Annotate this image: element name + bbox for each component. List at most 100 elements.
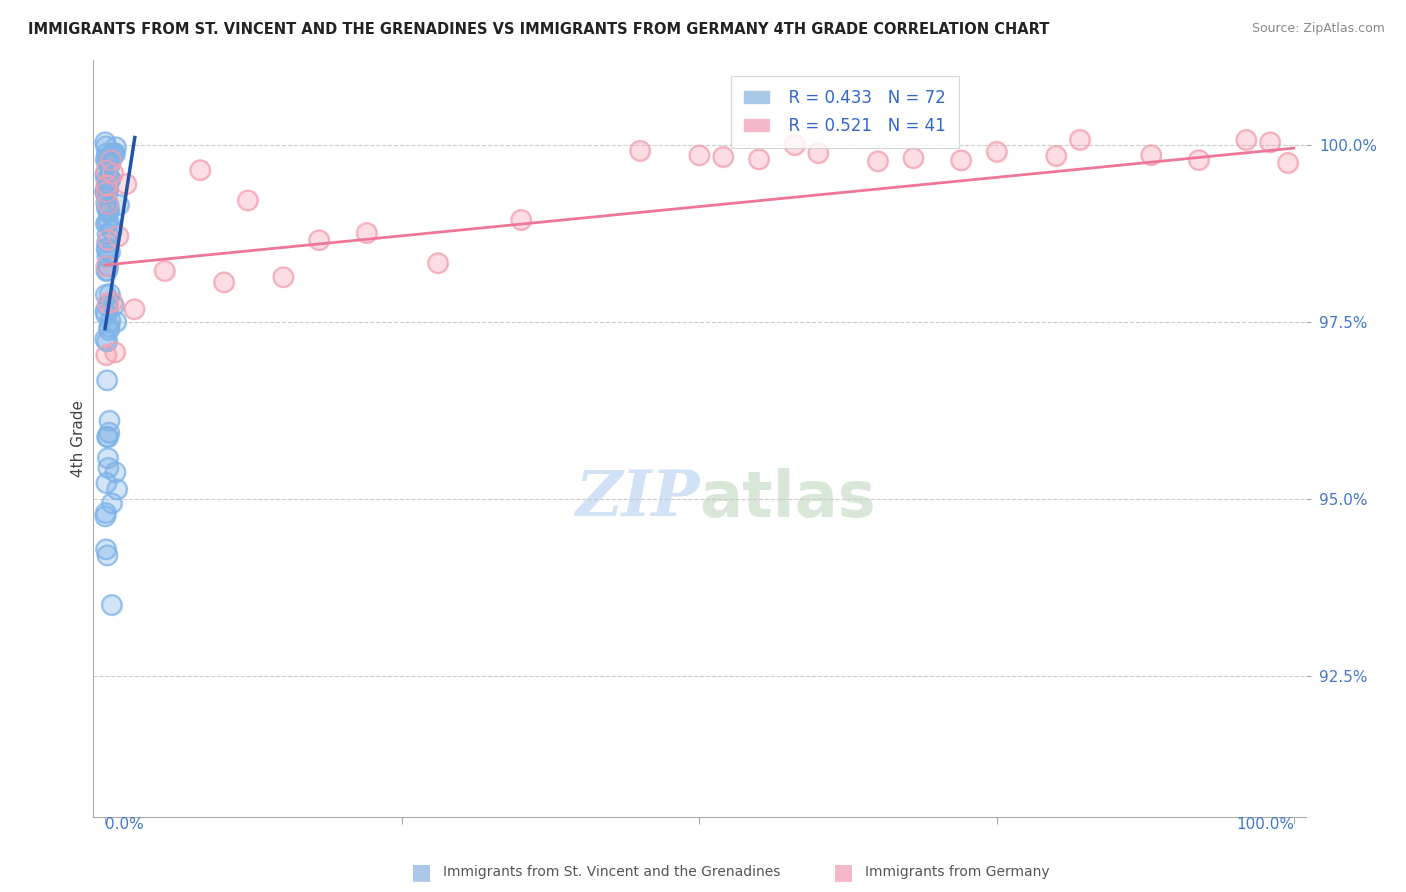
Text: 0.0%: 0.0% <box>105 817 143 832</box>
Point <box>96 146 118 161</box>
Point <box>628 144 651 158</box>
Point <box>115 177 138 191</box>
Point <box>97 460 120 475</box>
Point <box>153 264 176 278</box>
Point <box>949 153 972 168</box>
Point <box>104 140 127 154</box>
Point <box>96 308 118 322</box>
Point <box>96 263 118 277</box>
Point <box>97 233 120 247</box>
Text: Immigrants from St. Vincent and the Grenadines: Immigrants from St. Vincent and the Gren… <box>443 865 780 880</box>
Point <box>94 135 117 149</box>
Point <box>1140 148 1163 162</box>
Point <box>949 153 972 168</box>
Point <box>97 205 120 219</box>
Point <box>94 332 117 346</box>
Point <box>103 299 125 313</box>
Point <box>94 185 117 199</box>
Point <box>96 151 118 165</box>
Point <box>94 186 117 201</box>
Point <box>100 598 122 612</box>
Point <box>98 245 121 260</box>
Point <box>96 163 118 178</box>
Point <box>97 197 120 211</box>
Point <box>98 245 121 260</box>
Point <box>94 217 117 231</box>
Point <box>94 185 117 199</box>
Point <box>96 334 118 349</box>
Point <box>100 223 122 237</box>
Point <box>104 146 127 161</box>
Point <box>1140 148 1163 162</box>
Point <box>1188 153 1211 167</box>
Text: Source: ZipAtlas.com: Source: ZipAtlas.com <box>1251 22 1385 36</box>
Point <box>96 216 118 230</box>
Point <box>96 178 118 193</box>
Point <box>96 250 118 264</box>
Point <box>107 198 129 212</box>
Point <box>97 215 120 229</box>
Point <box>101 166 124 180</box>
Point <box>94 185 117 199</box>
Point <box>104 140 127 154</box>
Point <box>94 153 117 167</box>
Point <box>124 302 146 317</box>
Point <box>807 146 830 161</box>
Point <box>426 256 449 270</box>
Point <box>98 170 121 185</box>
Point <box>94 287 117 301</box>
Point <box>97 323 120 337</box>
Point <box>96 176 118 190</box>
Point <box>96 183 118 197</box>
Point <box>97 296 120 310</box>
Point <box>105 483 128 497</box>
Point <box>103 148 125 162</box>
Point <box>98 202 121 217</box>
Point <box>711 150 734 164</box>
Point <box>97 197 120 211</box>
Point <box>1234 133 1257 147</box>
Point <box>97 450 120 465</box>
Point <box>97 181 120 195</box>
Point <box>308 233 330 247</box>
Point <box>1069 133 1091 147</box>
Point <box>107 198 129 212</box>
Point <box>94 506 117 520</box>
Point <box>94 168 117 182</box>
Point <box>748 153 770 167</box>
Point <box>98 173 121 187</box>
Point <box>98 286 121 301</box>
Point <box>98 157 121 171</box>
Point <box>628 144 651 158</box>
Point <box>97 215 120 229</box>
Point <box>96 156 118 170</box>
Point <box>94 153 117 167</box>
Point <box>96 178 118 193</box>
Point <box>986 145 1008 159</box>
Point <box>94 332 117 346</box>
Point <box>903 151 925 165</box>
Point <box>96 373 118 387</box>
Point <box>97 171 120 186</box>
Point <box>1277 156 1299 170</box>
Point <box>96 235 118 250</box>
Point <box>98 314 121 328</box>
Point <box>94 185 117 199</box>
Point <box>356 226 378 240</box>
Point <box>94 304 117 318</box>
Point <box>510 212 533 227</box>
Point <box>688 148 710 162</box>
Point <box>188 163 211 178</box>
Point <box>104 345 127 359</box>
Point <box>96 334 118 349</box>
Text: IMMIGRANTS FROM ST. VINCENT AND THE GRENADINES VS IMMIGRANTS FROM GERMANY 4TH GR: IMMIGRANTS FROM ST. VINCENT AND THE GREN… <box>28 22 1049 37</box>
Point <box>1045 149 1067 163</box>
Point <box>97 430 120 444</box>
Point <box>97 181 120 195</box>
Point <box>100 148 122 162</box>
Point <box>115 177 138 191</box>
Point <box>96 172 118 186</box>
Point <box>96 195 118 210</box>
Point <box>96 216 118 230</box>
Point <box>1277 156 1299 170</box>
